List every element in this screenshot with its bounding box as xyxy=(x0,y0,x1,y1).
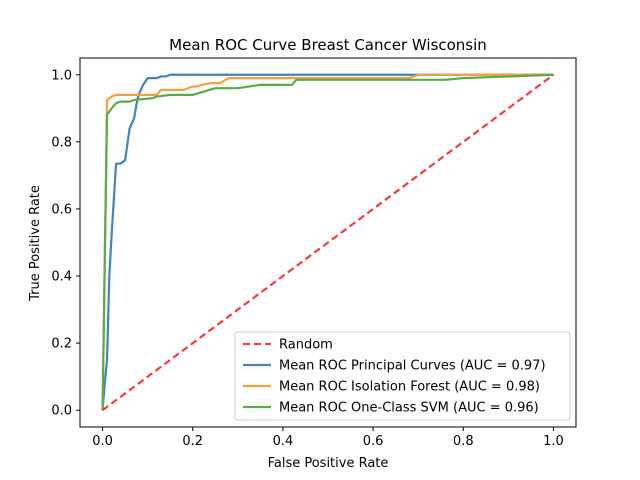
axes: 0.0 0.2 0.4 0.6 0.8 1.0 0.0 0.2 0.4 0.6 0.8 1.0 xyxy=(51,57,577,449)
legend: Random Mean ROC Principal Curves (AUC = 0… xyxy=(234,331,571,421)
y-axis-label: True Positive Rate xyxy=(28,185,43,302)
x-tick-label: 0.6 xyxy=(363,434,384,449)
legend-label-2: Mean ROC Isolation Forest (AUC = 0.98) xyxy=(279,380,540,395)
series-line-3 xyxy=(101,73,554,411)
y-tick-label: 0.2 xyxy=(51,337,72,352)
y-tick-label: 0.6 xyxy=(51,202,72,217)
y-tick-label: 0.0 xyxy=(51,404,72,419)
legend-label-3: Mean ROC One-Class SVM (AUC = 0.96) xyxy=(279,401,539,416)
plot-lines xyxy=(101,73,555,412)
series-line-2 xyxy=(101,73,554,411)
x-tick-label: 1.0 xyxy=(543,434,564,449)
y-tick-label: 1.0 xyxy=(51,68,72,83)
legend-label-0: Random xyxy=(279,338,333,353)
series-line-0 xyxy=(101,73,555,412)
legend-label-1: Mean ROC Principal Curves (AUC = 0.97) xyxy=(279,359,546,374)
x-tick-label: 0.0 xyxy=(92,434,113,449)
plot-frame xyxy=(79,57,577,428)
x-tick-label: 0.2 xyxy=(182,434,203,449)
x-tick-label: 0.4 xyxy=(273,434,294,449)
y-tick-label: 0.4 xyxy=(51,270,72,285)
y-tick-label: 0.8 xyxy=(51,135,72,150)
chart-title: Mean ROC Curve Breast Cancer Wisconsin xyxy=(169,36,487,54)
legend-box xyxy=(234,331,571,421)
x-tick-label: 0.8 xyxy=(453,434,474,449)
x-axis-label: False Positive Rate xyxy=(268,456,389,471)
